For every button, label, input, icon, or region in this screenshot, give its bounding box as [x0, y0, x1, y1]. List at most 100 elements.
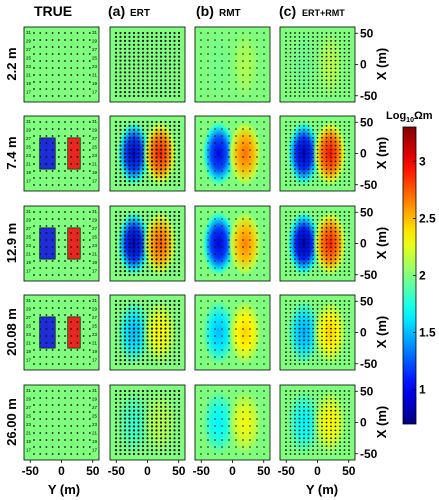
sensor-dot: [285, 254, 287, 257]
sensor-dot: [123, 210, 127, 214]
rmt-station-dot: [57, 128, 60, 130]
sensor-dot: [289, 43, 292, 46]
sensor-dot: [123, 270, 127, 273]
electrode-number: 17: [26, 90, 32, 95]
sensor-dot: [155, 246, 158, 249]
sensor-dot: [294, 266, 296, 268]
sensor-dot: [137, 55, 140, 58]
rmt-station-dot: [64, 156, 66, 158]
rmt-station-dot: [51, 260, 54, 262]
sensor-dot: [146, 429, 149, 432]
sensor-dot: [141, 303, 145, 306]
sensor-dot: [325, 300, 328, 302]
sensor-dot: [316, 270, 319, 272]
sensor-dot: [164, 421, 167, 424]
rmt-station-dot: [45, 349, 48, 351]
sensor-dot: [164, 397, 167, 400]
sensor-dot: [285, 347, 287, 350]
sensor-dot: [146, 35, 149, 39]
rmt-station-dot: [64, 232, 66, 234]
rmt-station-dot: [82, 404, 85, 406]
sensor-dot: [168, 401, 172, 404]
panel-r2-c3: [194, 115, 271, 192]
sensor-dot: [343, 262, 346, 265]
rmt-station-dot: [88, 404, 91, 406]
sensor-dot: [132, 35, 136, 39]
rmt-station-dot: [88, 128, 91, 130]
sensor-dot: [150, 136, 154, 139]
sensor-dot: [303, 47, 305, 50]
rmt-station-dot: [88, 397, 91, 399]
sensor-dot: [137, 218, 140, 221]
rmt-station-dot: [88, 170, 91, 172]
sensor-dot: [155, 152, 158, 155]
sensor-dot: [348, 215, 350, 217]
sensor-dot: [298, 230, 301, 233]
sensor-dot: [249, 46, 251, 48]
sensor-dot: [221, 260, 223, 262]
sensor-dot: [312, 71, 314, 74]
sensor-dot: [137, 210, 140, 214]
sensor-dot: [249, 439, 251, 441]
sensor-dot: [289, 71, 292, 74]
sensor-dot: [263, 404, 265, 406]
sensor-dot: [155, 94, 158, 98]
sensor-dot: [339, 40, 341, 42]
sensor-dot: [214, 95, 216, 97]
sensor-dot: [307, 254, 310, 257]
sensor-dot: [321, 184, 323, 186]
rmt-station-dot: [70, 335, 73, 337]
column-title-ert-rmt-letter: (c): [279, 3, 296, 19]
sensor-dot: [128, 172, 131, 175]
sensor-dot: [256, 356, 258, 358]
sensor-dot: [348, 335, 350, 338]
sensor-dot: [303, 211, 305, 213]
sensor-dot: [285, 47, 287, 50]
sensor-dot: [294, 238, 296, 241]
sensor-dot: [235, 397, 237, 399]
sensor-dot: [228, 425, 230, 427]
sensor-dot: [114, 87, 118, 90]
sensor-dot: [289, 327, 292, 330]
sensor-dot: [298, 160, 301, 163]
sensor-dot: [221, 95, 223, 97]
sensor-dot: [164, 51, 167, 54]
sensor-dot: [285, 129, 287, 131]
sensor-dot: [249, 356, 251, 358]
sensor-dot: [303, 136, 305, 139]
sensor-dot: [289, 242, 292, 245]
sensor-dot: [294, 226, 296, 229]
sensor-dot: [155, 120, 158, 124]
sensor-dot: [155, 55, 158, 58]
sensor-dot: [164, 266, 167, 269]
sensor-dot: [339, 121, 341, 123]
electrode-number: 19: [26, 439, 32, 444]
sensor-dot: [221, 81, 223, 83]
sensor-dot: [146, 258, 149, 261]
sensor-dot: [137, 124, 140, 127]
sensor-dot: [141, 362, 145, 366]
rmt-station-dot: [45, 300, 48, 302]
sensor-dot: [123, 83, 127, 86]
rmt-station-dot: [39, 260, 42, 262]
sensor-dot: [214, 390, 216, 392]
sensor-dot: [316, 215, 319, 217]
sensor-dot: [155, 327, 158, 330]
sensor-dot: [164, 31, 167, 35]
sensor-dot: [235, 156, 237, 158]
sensor-dot: [330, 172, 332, 175]
sensor-dot: [177, 347, 181, 350]
sensor-dot: [141, 270, 145, 273]
sensor-dot: [325, 121, 328, 123]
sensor-dot: [312, 148, 314, 151]
sensor-dot: [173, 362, 176, 366]
sensor-dot: [146, 144, 149, 147]
sensor-dot: [173, 63, 176, 66]
sensor-dot: [207, 32, 209, 34]
sensor-dot: [155, 258, 158, 261]
sensor-dot: [343, 75, 346, 78]
sensor-dot: [235, 349, 237, 351]
sensor-dot: [221, 88, 223, 90]
sensor-dot: [141, 299, 145, 303]
sensor-dot: [348, 43, 350, 46]
